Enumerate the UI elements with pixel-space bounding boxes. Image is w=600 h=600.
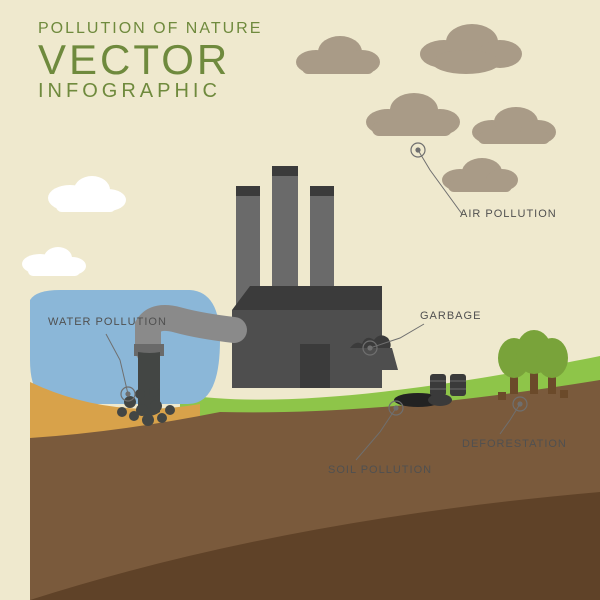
label-water: WATER POLLUTION bbox=[48, 316, 167, 328]
label-garbage: GARBAGE bbox=[420, 310, 481, 322]
infographic-stage: POLLUTION OF NATURE VECTOR INFOGRAPHIC A… bbox=[0, 0, 600, 600]
label-air: AIR POLLUTION bbox=[460, 208, 557, 220]
label-soil: SOIL POLLUTION bbox=[328, 464, 432, 476]
title-line2: VECTOR bbox=[38, 36, 262, 84]
label-deforestation: DEFORESTATION bbox=[462, 438, 567, 450]
factory-building bbox=[232, 286, 382, 388]
title-block: POLLUTION OF NATURE VECTOR INFOGRAPHIC bbox=[38, 20, 262, 103]
water bbox=[30, 290, 220, 404]
